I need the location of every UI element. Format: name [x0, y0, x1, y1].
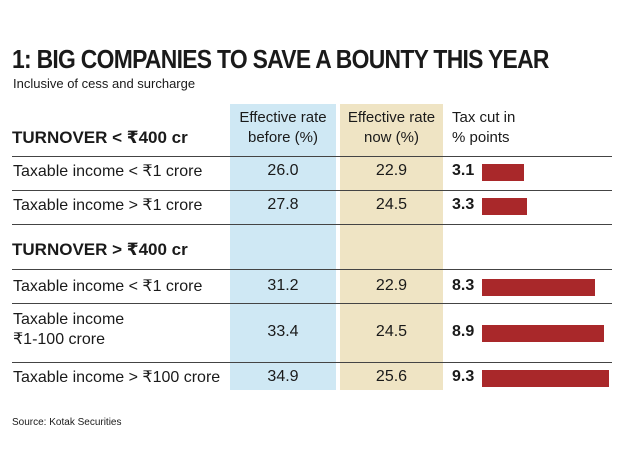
column-header-cut-line1: Tax cut in	[452, 109, 516, 126]
row-label-line: ₹1-100 crore	[13, 331, 105, 348]
value-tax-cut: 8.9	[452, 323, 475, 340]
value-now: 24.5	[375, 196, 408, 213]
row-divider	[12, 303, 612, 304]
row-divider	[12, 362, 612, 363]
value-tax-cut: 9.3	[452, 368, 475, 385]
value-now: 22.9	[375, 277, 408, 294]
row-label: Taxable income > ₹100 crore	[13, 368, 220, 388]
column-header-now-line1: Effective rate	[347, 109, 436, 126]
column-header-before-line1: Effective rate	[239, 109, 327, 126]
row-label-line: Taxable income	[13, 311, 125, 328]
row-label: Taxable income > ₹1 crore	[13, 196, 202, 216]
row-label: Taxable income < ₹1 crore	[13, 277, 202, 297]
tax-cut-bar	[482, 198, 528, 215]
tax-cut-bar	[482, 370, 609, 387]
tax-cut-bar	[482, 325, 604, 342]
section-divider	[12, 269, 612, 270]
section-title: TURNOVER > ₹400 cr	[12, 240, 188, 259]
tax-cut-bar	[482, 279, 596, 296]
section-divider	[12, 156, 612, 157]
row-divider	[12, 224, 612, 225]
column-header-cut: Tax cut in % points	[452, 108, 562, 148]
row-label: Taxable income ₹1-100 crore	[13, 310, 124, 350]
row-divider	[12, 190, 612, 191]
value-tax-cut: 8.3	[452, 277, 475, 294]
value-tax-cut: 3.3	[452, 196, 475, 213]
row-label: Taxable income < ₹1 crore	[13, 162, 202, 182]
value-before: 31.2	[267, 277, 299, 294]
source-note: Source: Kotak Securities	[12, 417, 122, 428]
row-label-line: Taxable income > ₹100 crore	[13, 369, 221, 386]
value-now: 25.6	[375, 368, 408, 385]
value-before: 27.8	[267, 196, 299, 213]
now-column-background	[340, 104, 443, 390]
column-header-cut-line2: % points	[452, 129, 510, 146]
row-label-line: Taxable income > ₹1 crore	[13, 197, 203, 214]
column-header-now-line2: now (%)	[363, 129, 419, 146]
column-header-before-line2: before (%)	[247, 129, 319, 146]
column-header-before: Effective rate before (%)	[230, 108, 336, 148]
value-before: 34.9	[267, 368, 299, 385]
tax-cut-bar	[482, 164, 525, 181]
value-now: 24.5	[375, 323, 408, 340]
value-now: 22.9	[375, 162, 408, 179]
row-label-line: Taxable income < ₹1 crore	[13, 163, 203, 180]
value-before: 26.0	[267, 162, 299, 179]
value-tax-cut: 3.1	[452, 162, 475, 179]
chart-title: 1: BIG COMPANIES TO SAVE A BOUNTY THIS Y…	[12, 44, 549, 74]
column-header-now: Effective rate now (%)	[340, 108, 443, 148]
value-before: 33.4	[267, 323, 299, 340]
before-column-background	[230, 104, 336, 390]
row-label-line: Taxable income < ₹1 crore	[13, 278, 203, 295]
chart-subtitle: Inclusive of cess and surcharge	[13, 76, 196, 91]
section-title: TURNOVER < ₹400 cr	[12, 128, 188, 147]
